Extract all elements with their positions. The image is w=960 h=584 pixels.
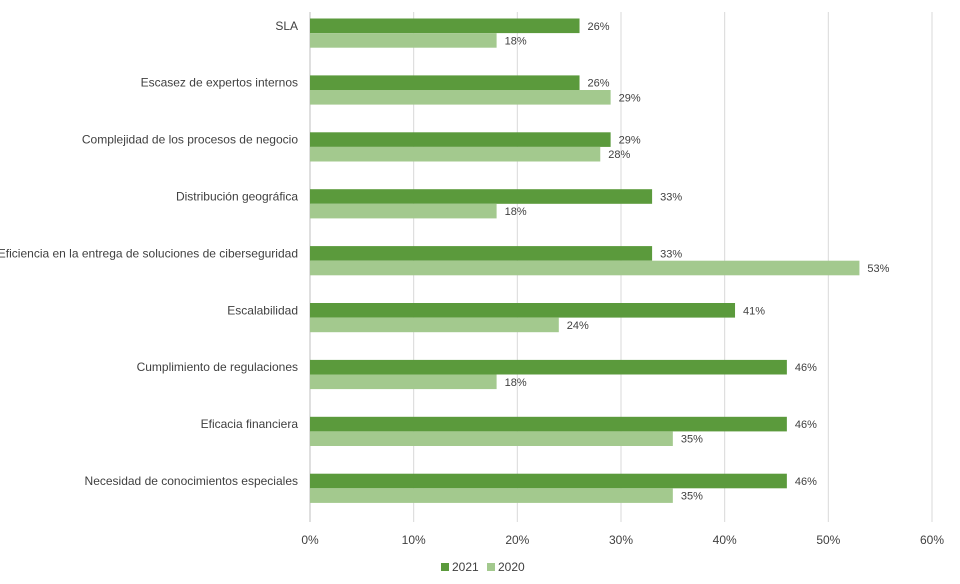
bar-2021: [310, 189, 653, 204]
data-label: 29%: [619, 92, 641, 104]
bar-2020: [310, 488, 673, 503]
data-label: 46%: [795, 419, 817, 431]
bars: [310, 18, 860, 503]
bar-2020: [310, 374, 497, 390]
bar-2020: [310, 90, 611, 105]
data-label: 28%: [608, 149, 630, 161]
bar-2021: [310, 18, 580, 34]
x-axis-ticks: 0% 10% 20% 30% 40% 50% 60%: [301, 533, 944, 547]
x-tick-label: 30%: [609, 533, 633, 547]
bar-2021: [310, 75, 580, 90]
category-label: Eficiencia en la entrega de soluciones d…: [0, 246, 298, 260]
x-tick-label: 10%: [402, 533, 426, 547]
category-label: Necesidad de conocimientos especiales: [85, 474, 298, 488]
data-label: 24%: [567, 320, 589, 332]
data-label: 18%: [505, 206, 527, 218]
data-label: 53%: [867, 263, 889, 275]
bar-2020: [310, 317, 559, 333]
legend-swatch: [487, 563, 495, 571]
bar-2021: [310, 303, 736, 318]
category-label: Escalabilidad: [227, 303, 298, 317]
x-tick-label: 0%: [301, 533, 319, 547]
data-label: 18%: [505, 35, 527, 47]
data-label: 46%: [795, 362, 817, 374]
bar-2021: [310, 359, 787, 375]
category-labels: SLA Escasez de expertos internos Complejid…: [0, 19, 298, 488]
bar-2020: [310, 203, 497, 219]
bar-2020: [310, 431, 673, 446]
data-label: 26%: [588, 21, 610, 33]
x-tick-label: 40%: [713, 533, 737, 547]
legend-label: 2020: [498, 560, 525, 574]
data-label: 35%: [681, 434, 703, 446]
category-label: Cumplimiento de regulaciones: [137, 360, 298, 374]
category-label: Escasez de expertos internos: [141, 76, 298, 90]
data-label: 33%: [660, 248, 682, 260]
bar-2021: [310, 132, 611, 147]
legend-swatch: [441, 563, 449, 571]
legend: 2021 2020: [441, 560, 525, 574]
category-label: Complejidad de los procesos de negocio: [82, 133, 298, 147]
data-labels: 26% 18% 26% 29% 29% 28% 33% 18% 33% 53% 41% 24% 46% 1…: [505, 21, 890, 503]
data-label: 33%: [660, 192, 682, 204]
data-label: 35%: [681, 491, 703, 503]
x-tick-label: 60%: [920, 533, 944, 547]
bar-2021: [310, 246, 653, 261]
bar-2021: [310, 416, 787, 432]
bar-2020: [310, 33, 497, 48]
bar-2021: [310, 473, 787, 489]
category-label: Eficacia financiera: [201, 417, 299, 431]
x-tick-label: 20%: [505, 533, 529, 547]
data-label: 46%: [795, 476, 817, 488]
data-label: 29%: [619, 135, 641, 147]
legend-label: 2021: [452, 560, 479, 574]
bar-2020: [310, 146, 601, 162]
category-label: Distribución geográfica: [176, 190, 298, 204]
data-label: 41%: [743, 305, 765, 317]
category-label: SLA: [275, 19, 298, 33]
data-label: 18%: [505, 377, 527, 389]
bar-2020: [310, 260, 860, 276]
x-tick-label: 50%: [816, 533, 840, 547]
data-label: 26%: [588, 78, 610, 90]
